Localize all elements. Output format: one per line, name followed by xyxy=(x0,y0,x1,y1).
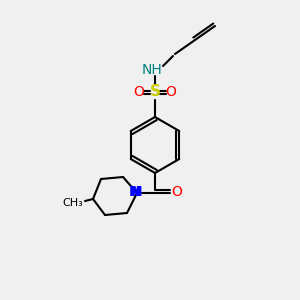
Text: N: N xyxy=(131,185,143,199)
Text: S: S xyxy=(149,85,161,100)
Text: O: O xyxy=(134,85,144,99)
Text: CH₃: CH₃ xyxy=(63,198,83,208)
Text: NH: NH xyxy=(142,63,162,77)
Text: O: O xyxy=(172,185,182,199)
Text: O: O xyxy=(166,85,176,99)
Text: N: N xyxy=(129,185,141,199)
